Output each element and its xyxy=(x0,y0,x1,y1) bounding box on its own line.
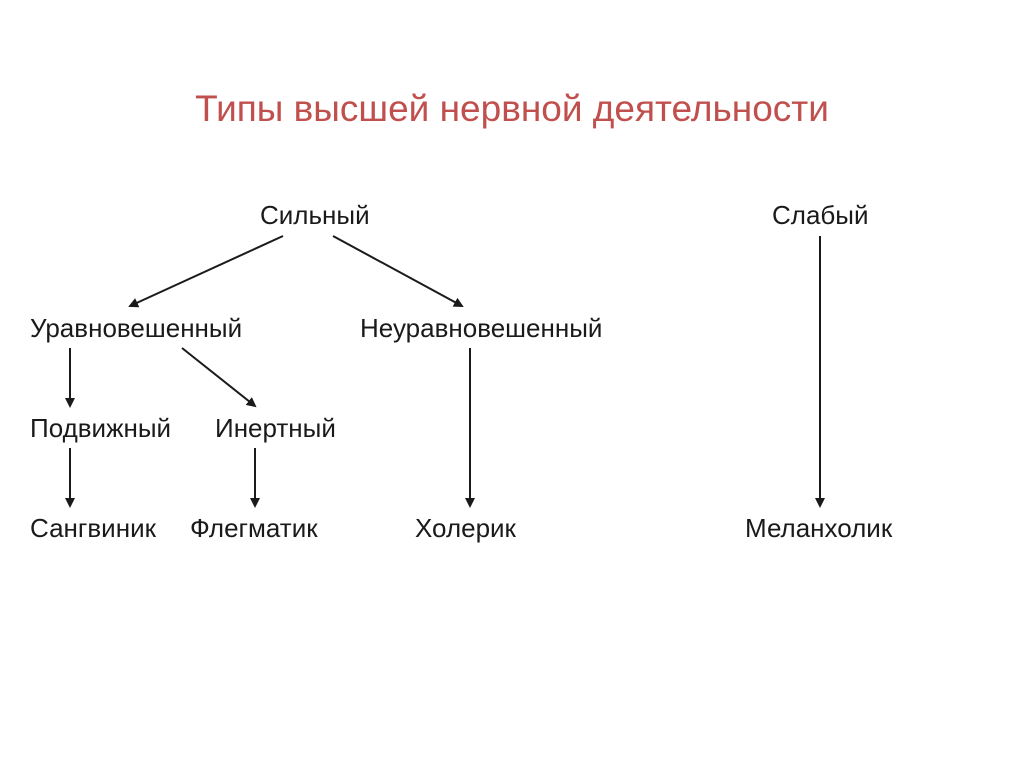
tree-node-strong: Сильный xyxy=(260,200,370,231)
tree-node-inert: Инертный xyxy=(215,413,336,444)
slide-title: Типы высшей нервной деятельности xyxy=(0,88,1024,130)
tree-node-unbalanced: Неуравновешенный xyxy=(360,313,602,344)
tree-node-mobile: Подвижный xyxy=(30,413,171,444)
tree-node-choleric: Холерик xyxy=(415,513,516,544)
tree-node-weak: Слабый xyxy=(772,200,869,231)
tree-node-melancholic: Меланхолик xyxy=(745,513,892,544)
tree-node-sanguine: Сангвиник xyxy=(30,513,156,544)
tree-node-phlegmatic: Флегматик xyxy=(190,513,318,544)
tree-node-balanced: Уравновешенный xyxy=(30,313,242,344)
tree-edge xyxy=(130,236,283,306)
tree-edge xyxy=(333,236,462,306)
slide-container: Типы высшей нервной деятельности Сильный… xyxy=(0,0,1024,767)
tree-edge xyxy=(182,348,255,406)
